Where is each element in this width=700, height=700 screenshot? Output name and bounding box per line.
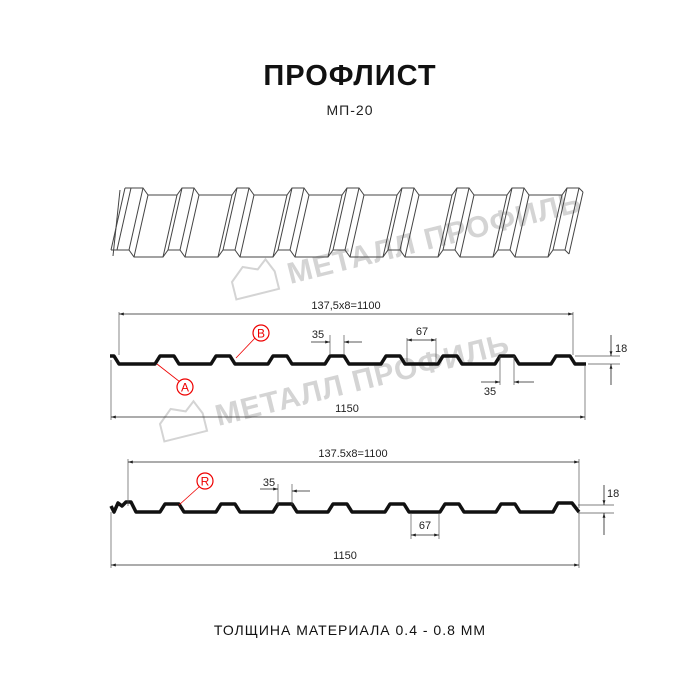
page-title: ПРОФЛИСТ — [263, 60, 437, 92]
profile-1: 137,5x8=1100 1150 35 67 35 18 A B — [110, 300, 627, 420]
sheet-rib-line — [116, 187, 132, 251]
sheet-rib-line — [327, 194, 343, 258]
height-label-2: 18 — [607, 488, 619, 500]
pitch-label-2: 137.5x8=1100 — [318, 448, 387, 460]
sheet-rib-line — [552, 187, 568, 251]
marker-b-label: B — [257, 327, 265, 341]
watermark-1: МЕТАЛЛ ПРОФИЛЬ — [230, 186, 585, 301]
marker-a — [176, 378, 194, 396]
sheet-rib-line — [289, 187, 305, 251]
sheet-rib-line — [547, 194, 563, 258]
sheet-rib-line — [234, 187, 250, 251]
page-subtitle: МП-20 — [326, 102, 374, 118]
rib-width-label-2: 67 — [419, 520, 431, 532]
sheet-rib-line — [497, 187, 513, 251]
sheet-rib-line — [239, 194, 255, 258]
watermark-logo-icon — [158, 399, 209, 443]
profile-1-outline — [110, 354, 586, 366]
sheet-top-edge — [125, 187, 584, 196]
profile-2-outline — [109, 500, 581, 514]
sheet-edge-line — [112, 189, 121, 257]
sheet-rib-line — [332, 187, 348, 251]
width-label-1: 1150 — [335, 403, 359, 415]
sheet-rib-line — [128, 187, 144, 251]
sheet-rib-line — [133, 194, 149, 258]
profile-2: 137.5x8=1100 1150 35 67 18 R — [109, 448, 619, 568]
sheet-bottom-edge — [111, 249, 570, 258]
material-thickness-note: ТОЛЩИНА МАТЕРИАЛА 0.4 - 0.8 ММ — [213, 622, 487, 638]
top-width-label-1: 35 — [312, 329, 324, 341]
sheet-rib-line — [167, 187, 183, 251]
rib-width-label-1: 67 — [416, 326, 428, 338]
height-label-1: 18 — [615, 343, 627, 355]
watermark-logo-icon — [230, 257, 281, 301]
sheet-rib-line — [442, 187, 458, 251]
sheet-rib-line — [399, 187, 415, 251]
sheet-rib-line — [110, 187, 126, 251]
watermark-text: МЕТАЛЛ ПРОФИЛЬ — [284, 186, 585, 291]
sheet-rib-line — [568, 191, 584, 255]
top-width-label-2: 35 — [263, 477, 275, 489]
sheet-rib-line — [349, 194, 365, 258]
sheet-rib-line — [564, 187, 580, 251]
sheet-rib-line — [184, 194, 200, 258]
sheet-3d-view — [110, 187, 584, 258]
sheet-rib-line — [222, 187, 238, 251]
sheet-rib-line — [459, 194, 475, 258]
sheet-rib-line — [179, 187, 195, 251]
watermark-2: МЕТАЛЛ ПРОФИЛЬ — [158, 328, 513, 443]
sheet-rib-line — [294, 194, 310, 258]
pitch-label-1: 137,5x8=1100 — [311, 300, 380, 312]
sheet-rib-line — [217, 194, 233, 258]
sheet-rib-line — [514, 194, 530, 258]
sheet-rib-line — [272, 194, 288, 258]
sheet-rib-line — [404, 194, 420, 258]
sheet-rib-line — [162, 194, 178, 258]
marker-r-label: R — [201, 475, 210, 489]
sheet-rib-line — [492, 194, 508, 258]
width-label-2: 1150 — [333, 550, 357, 562]
bottom-width-label-1: 35 — [484, 386, 496, 398]
sheet-rib-line — [454, 187, 470, 251]
sheet-rib-line — [509, 187, 525, 251]
sheet-rib-line — [437, 194, 453, 258]
sheet-rib-line — [382, 194, 398, 258]
marker-r — [196, 472, 214, 490]
marker-a-label: A — [181, 381, 189, 395]
sheet-rib-line — [344, 187, 360, 251]
sheet-rib-line — [277, 187, 293, 251]
marker-b — [252, 324, 270, 342]
sheet-rib-line — [387, 187, 403, 251]
